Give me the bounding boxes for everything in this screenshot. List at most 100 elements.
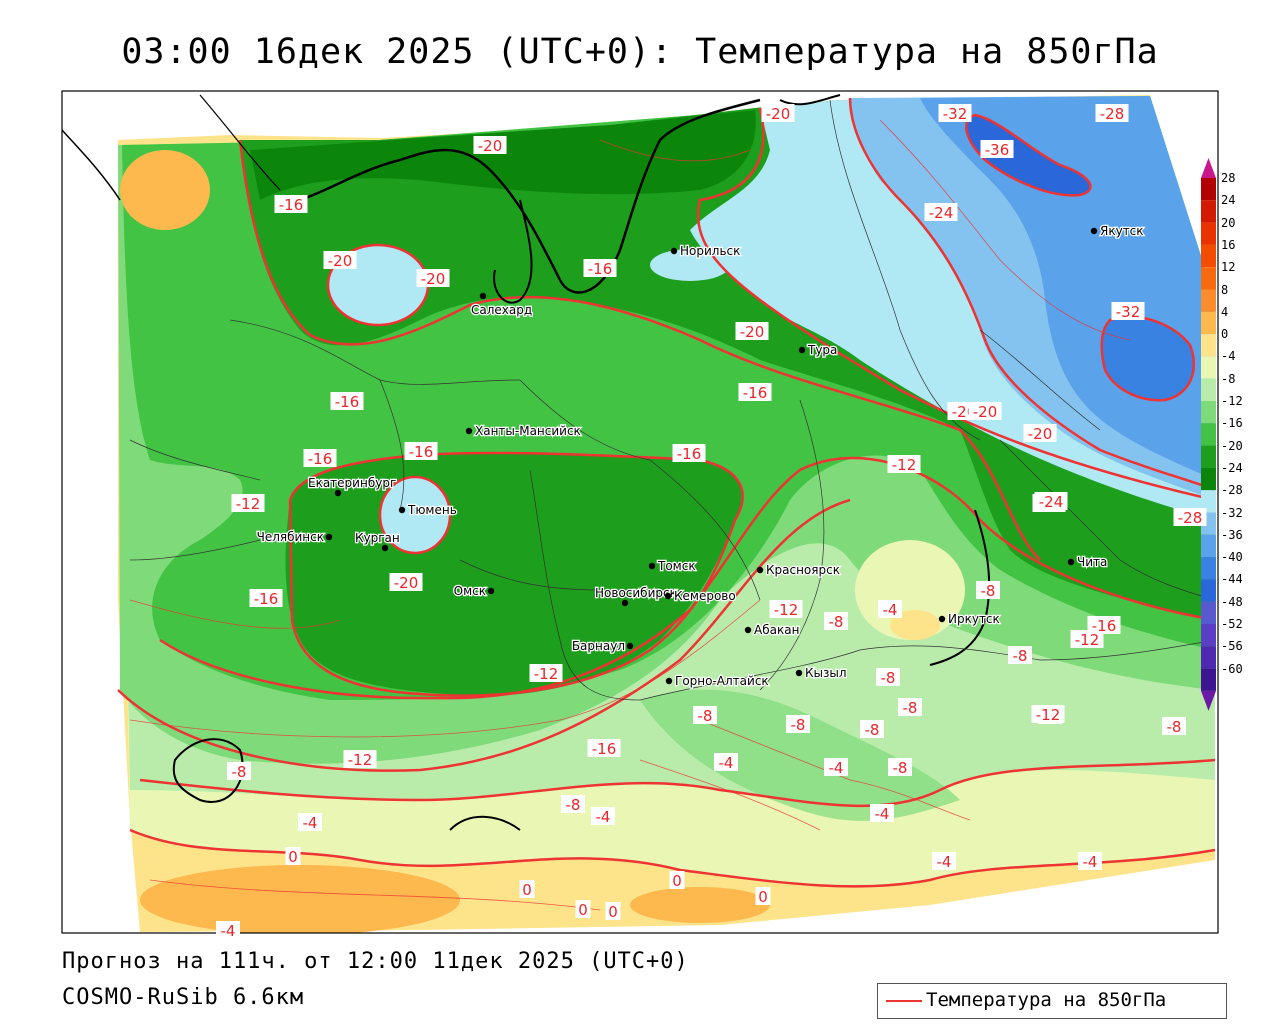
- isotherm-label: -4: [829, 759, 844, 777]
- isotherm-label: 0: [578, 901, 588, 919]
- isotherm-label-bg: [274, 195, 308, 213]
- isotherm-label-bg: [876, 668, 900, 686]
- scale-tick-label: -60: [1221, 661, 1243, 676]
- scale-swatch: [1201, 490, 1216, 513]
- isotherm-label: -28: [1178, 509, 1203, 527]
- isotherm-label: -8: [566, 796, 581, 814]
- isotherm-label: -8: [232, 763, 247, 781]
- isotherm-label: -16: [592, 740, 617, 758]
- city-dot: [670, 247, 678, 255]
- scale-tick-label: -16: [1221, 416, 1243, 431]
- scale-tick-label: 28: [1221, 171, 1236, 185]
- isotherm-label-bg: [303, 449, 337, 467]
- isotherm-label: -16: [409, 443, 434, 461]
- isotherm-label: -4: [937, 853, 952, 871]
- isotherm-label: -8: [698, 707, 713, 725]
- isotherm-label: -16: [743, 384, 768, 402]
- scale-swatch: [1201, 267, 1216, 290]
- isotherm-label-bg: [1008, 646, 1032, 664]
- isotherm-label-bg: [1070, 630, 1104, 648]
- city-dot: [664, 592, 672, 600]
- city-dot: [665, 677, 673, 685]
- isotherm-label: -20: [1028, 425, 1053, 443]
- isotherm-label-bg: [343, 750, 377, 768]
- scale-tick-label: -12: [1221, 394, 1243, 408]
- isotherm-label-bg: [231, 494, 265, 512]
- isotherm-label: -16: [677, 445, 702, 463]
- isotherm-label: -20: [740, 323, 765, 341]
- scale-tick-label: 24: [1221, 193, 1236, 208]
- isotherm-label-bg: [298, 813, 322, 831]
- scale-tick-label: -40: [1221, 550, 1243, 565]
- isotherm-label-bg: [755, 887, 771, 905]
- thin-isotherms: [129, 119, 1131, 911]
- map-title: 03:00 16дек 2025 (UTC+0): Температура на…: [121, 32, 1159, 72]
- scale-swatch: [1201, 646, 1216, 669]
- isotherm-label-bg: [878, 600, 902, 618]
- isotherm-label-bg: [1173, 508, 1207, 526]
- isotherm-label: -32: [1116, 303, 1141, 321]
- isotherm-label: -8: [881, 669, 896, 687]
- isotherm-label: -4: [883, 601, 898, 619]
- isotherm-label: -16: [588, 260, 613, 278]
- isotherm-label: -24: [1039, 493, 1064, 511]
- scale-tick-label: 12: [1221, 260, 1236, 275]
- isotherm-label: -4: [1083, 853, 1098, 871]
- isotherm-label: -12: [348, 751, 373, 769]
- scale-arrow-bottom: [1201, 690, 1216, 711]
- city-dot: [1067, 558, 1075, 566]
- city-label: Абакан: [754, 623, 799, 637]
- city-dot: [487, 587, 495, 595]
- isotherm-label: -32: [943, 105, 968, 123]
- city-label: Новосибирск: [595, 586, 677, 600]
- city-dot: [795, 669, 803, 677]
- city-dot: [325, 533, 333, 541]
- scale-swatch: [1201, 668, 1216, 691]
- isotherm-label: -8: [893, 759, 908, 777]
- isotherm-label: -8: [791, 716, 806, 734]
- isotherm-label-bg: [1078, 852, 1102, 870]
- isotherm-label: -16: [254, 590, 279, 608]
- scale-swatch: [1201, 423, 1216, 446]
- scale-tick-label: 4: [1221, 304, 1229, 319]
- city-markers: Норильск Салехард Тура Якутск Ханты-Мансийск…: [255, 223, 1144, 690]
- scale-tick-label: 20: [1221, 215, 1236, 230]
- isotherm-label-bg: [1034, 492, 1068, 510]
- isotherm-label: -4: [719, 754, 734, 772]
- legend-label: Температура на 850гПа: [926, 989, 1167, 1011]
- isotherm-label-bg: [769, 600, 803, 618]
- isotherm-label: -28: [1100, 105, 1125, 123]
- isotherm-label-bg: [898, 698, 922, 716]
- isotherm-label: -20: [328, 252, 353, 270]
- isotherm-label-bg: [323, 251, 357, 269]
- scale-tick-label: 0: [1221, 327, 1229, 342]
- city-label: Барнаул: [572, 639, 625, 653]
- isotherm-label-bg: [389, 573, 423, 591]
- scale-swatch: [1201, 334, 1216, 357]
- scale-tick-label: -24: [1221, 460, 1243, 475]
- scale-swatch: [1201, 557, 1216, 580]
- isotherm-label: -8: [865, 721, 880, 739]
- isotherm-label: 0: [672, 872, 682, 890]
- scale-swatch: [1201, 534, 1216, 558]
- isotherm-label-bg: [561, 795, 585, 813]
- isotherm-label: -16: [1092, 617, 1117, 635]
- isotherm-label: 0: [608, 903, 618, 921]
- isotherm-label: 0: [288, 848, 298, 866]
- temperature-field: [118, 95, 1215, 933]
- scale-tick-label: -28: [1221, 483, 1243, 498]
- isotherm-label-bg: [227, 762, 251, 780]
- isotherm-label-bg: [932, 852, 956, 870]
- isotherm-label-bg: [887, 455, 921, 473]
- city-dot: [798, 346, 806, 354]
- isotherm-label-bg: [1095, 104, 1129, 122]
- city-label: Кемерово: [674, 589, 736, 603]
- isotherm-label-bg: [249, 589, 283, 607]
- city-dot: [626, 642, 634, 650]
- city-label: Челябинск: [257, 530, 324, 544]
- city-dot: [1090, 227, 1098, 235]
- isotherm-label-bg: [404, 442, 438, 460]
- isotherm-label-bg: [761, 104, 795, 122]
- admin-borders: [129, 99, 1216, 701]
